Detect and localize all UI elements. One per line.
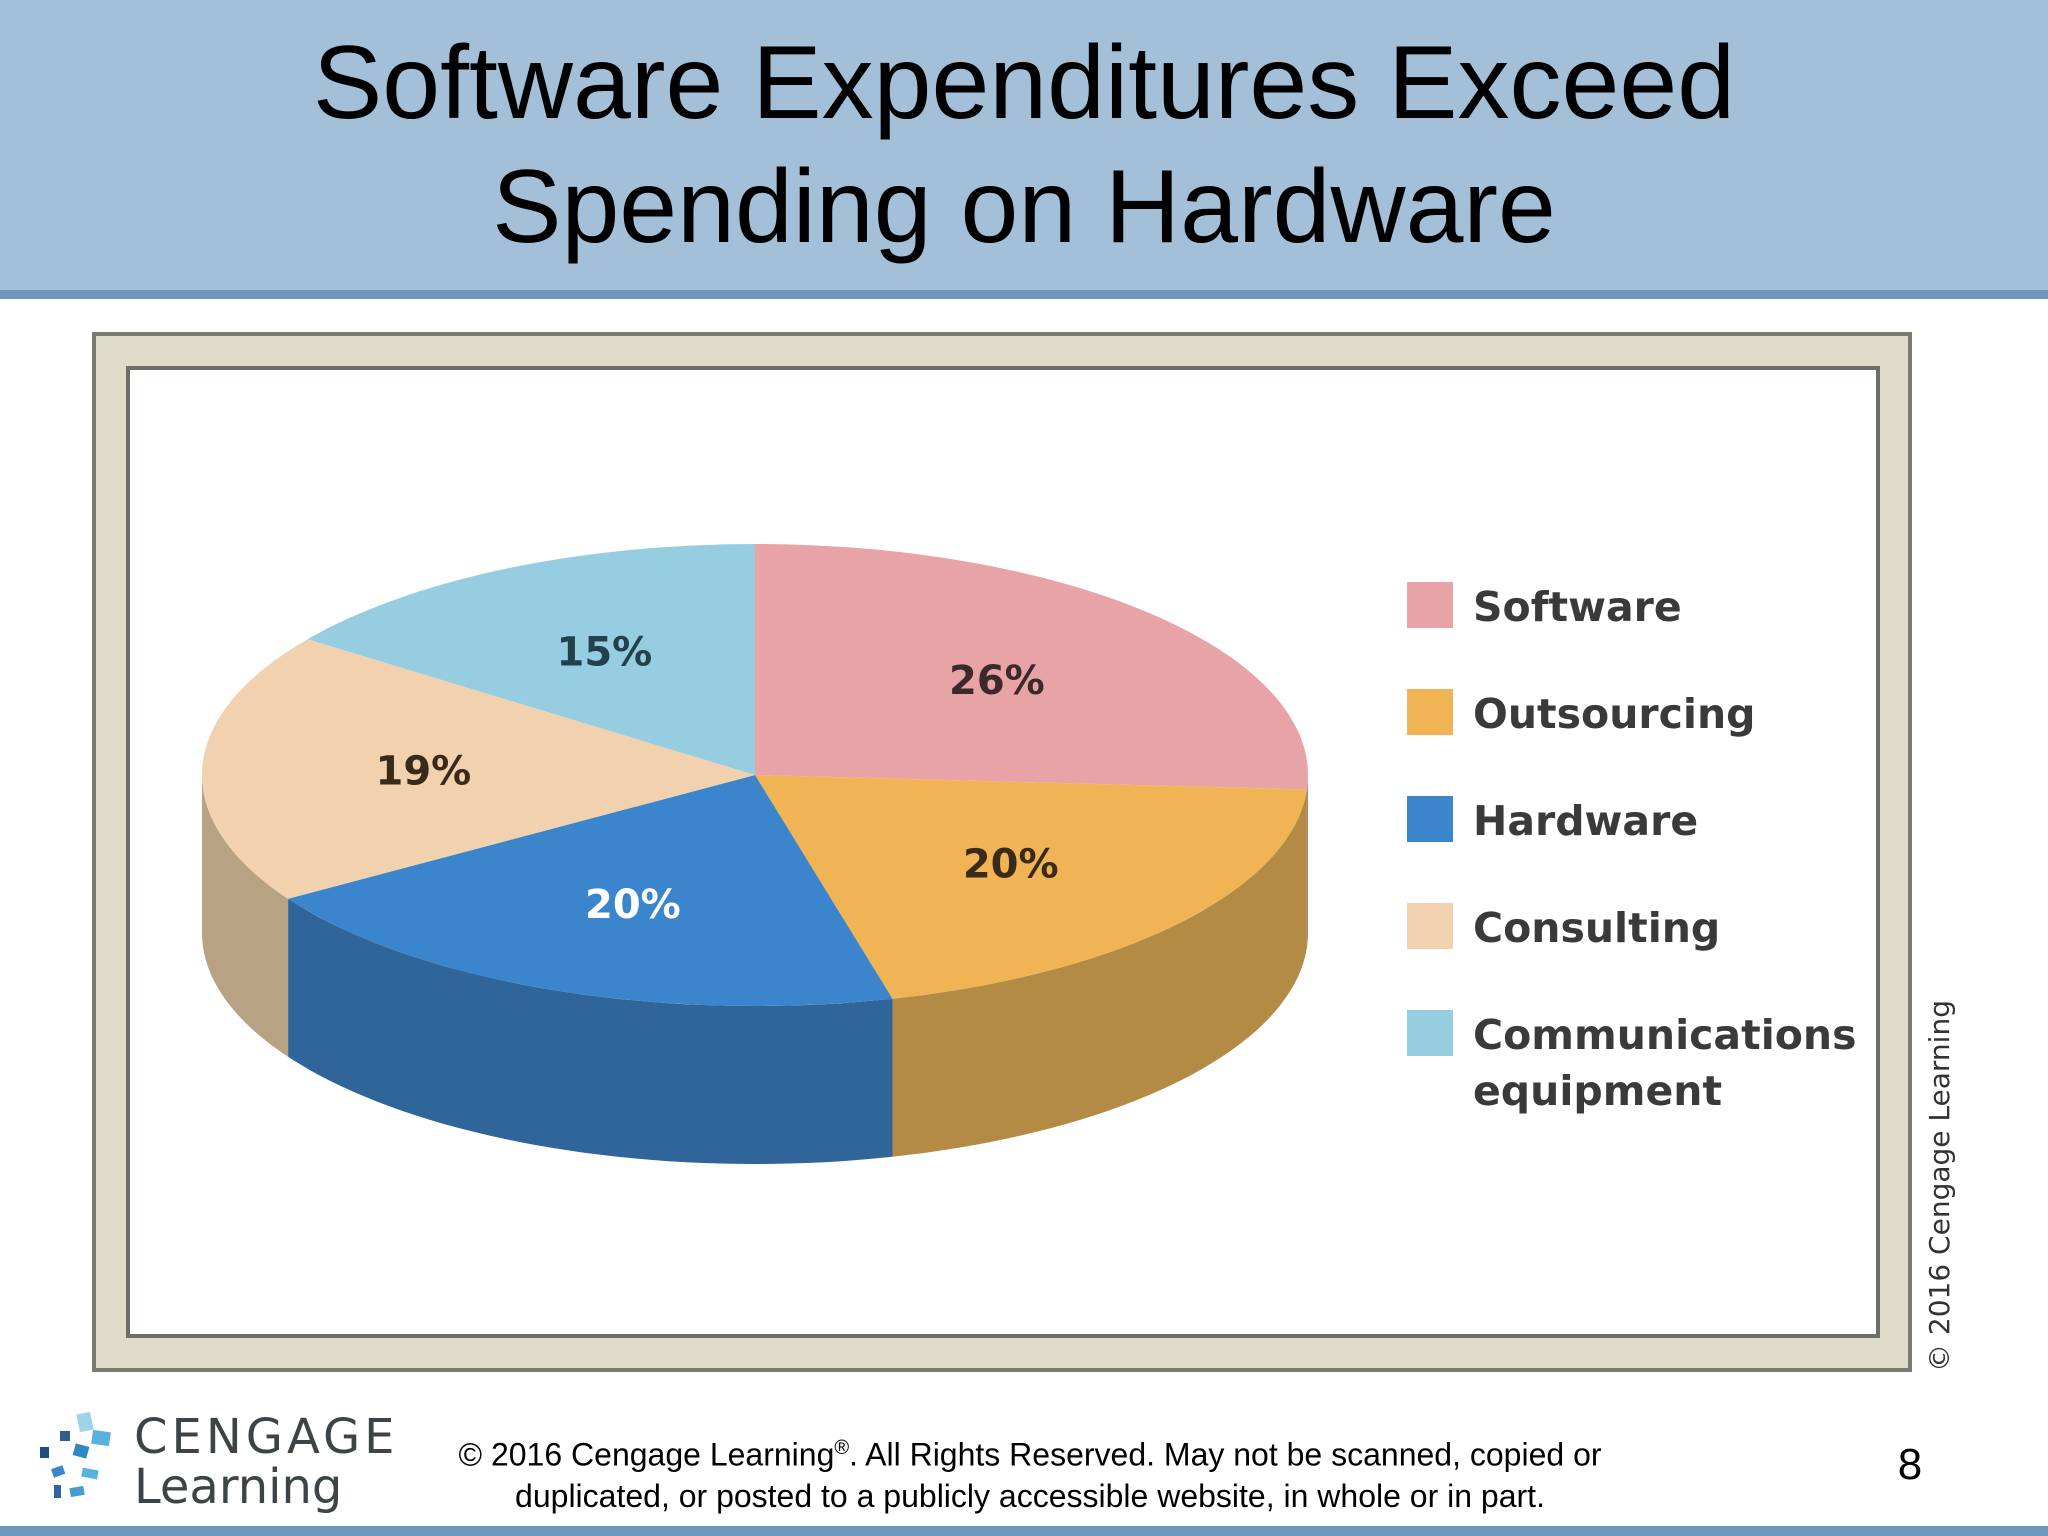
- legend-label-outsourcing: Outsourcing: [1473, 690, 1756, 738]
- legend-swatch-hardware: [1407, 796, 1453, 842]
- slice-label-communications-equipment: 15%: [557, 630, 653, 676]
- legend-item-outsourcing: Outsourcing: [1407, 689, 1756, 738]
- legend-label-software: Software: [1473, 583, 1682, 631]
- copyright-notice: © 2016 Cengage Learning®. All Rights Res…: [420, 1428, 1640, 1517]
- legend-label-consulting: Consulting: [1473, 904, 1720, 952]
- page-number: 8: [1897, 1440, 1923, 1489]
- legend-swatch-software: [1407, 582, 1453, 628]
- legend-swatch-outsourcing: [1407, 689, 1453, 735]
- pie-slice-consulting: [201, 639, 756, 899]
- pie-slice-hardware: [288, 775, 893, 1006]
- pie-slice-communications-equipment: [307, 544, 755, 775]
- pie-side-consulting: [202, 775, 289, 1057]
- legend-swatch-consulting: [1407, 903, 1453, 949]
- legend-label-communications-equipment-2: equipment: [1473, 1067, 1722, 1115]
- pie-side-outsourcing: [892, 789, 1307, 1157]
- copyright-suffix: . All Rights Reserved. May not be scanne…: [515, 1436, 1602, 1514]
- copyright-prefix: © 2016 Cengage Learning: [458, 1436, 835, 1473]
- legend-label-hardware: Hardware: [1473, 797, 1698, 845]
- legend-item-hardware: Hardware: [1407, 796, 1698, 845]
- pie-slice-outsourcing: [755, 775, 1307, 999]
- slice-label-outsourcing: 20%: [963, 841, 1059, 887]
- bottom-bar: [0, 1526, 2048, 1536]
- legend-item-communications-equipment: Communications equipment: [1407, 1010, 1857, 1115]
- cengage-logo-icon: [40, 1411, 111, 1498]
- registered-mark: ®: [834, 1437, 850, 1459]
- pie-slice-software: [755, 544, 1308, 790]
- title-banner: Software Expenditures Exceed Spending on…: [0, 0, 2048, 299]
- pie-side-software: [1306, 775, 1308, 948]
- legend-item-software: Software: [1407, 582, 1682, 631]
- figure-panel: 26% 20% 20% 19% 15% Software Outsourcing Hardwa…: [126, 366, 1880, 1338]
- figure-credit: © 2016 Cengage Learning: [1923, 1000, 1956, 1372]
- cengage-logo: CENGAGE Learning: [30, 1405, 394, 1515]
- pie-side-hardware: [288, 898, 893, 1164]
- pie-chart: 26% 20% 20% 19% 15% Software Outsourcing Hardwa…: [201, 544, 1857, 1164]
- logo-wordmark-bottom: Learning: [134, 1459, 343, 1515]
- legend-item-consulting: Consulting: [1407, 903, 1720, 952]
- slide-title: Software Expenditures Exceed Spending on…: [312, 25, 1736, 265]
- slice-label-consulting: 19%: [376, 749, 472, 795]
- slice-label-software: 26%: [949, 658, 1045, 704]
- legend-swatch-communications-equipment: [1407, 1010, 1453, 1056]
- logo-wordmark-top: CENGAGE: [134, 1409, 399, 1465]
- legend-label-communications-equipment-1: Communications: [1473, 1011, 1857, 1059]
- slice-label-hardware: 20%: [585, 882, 681, 928]
